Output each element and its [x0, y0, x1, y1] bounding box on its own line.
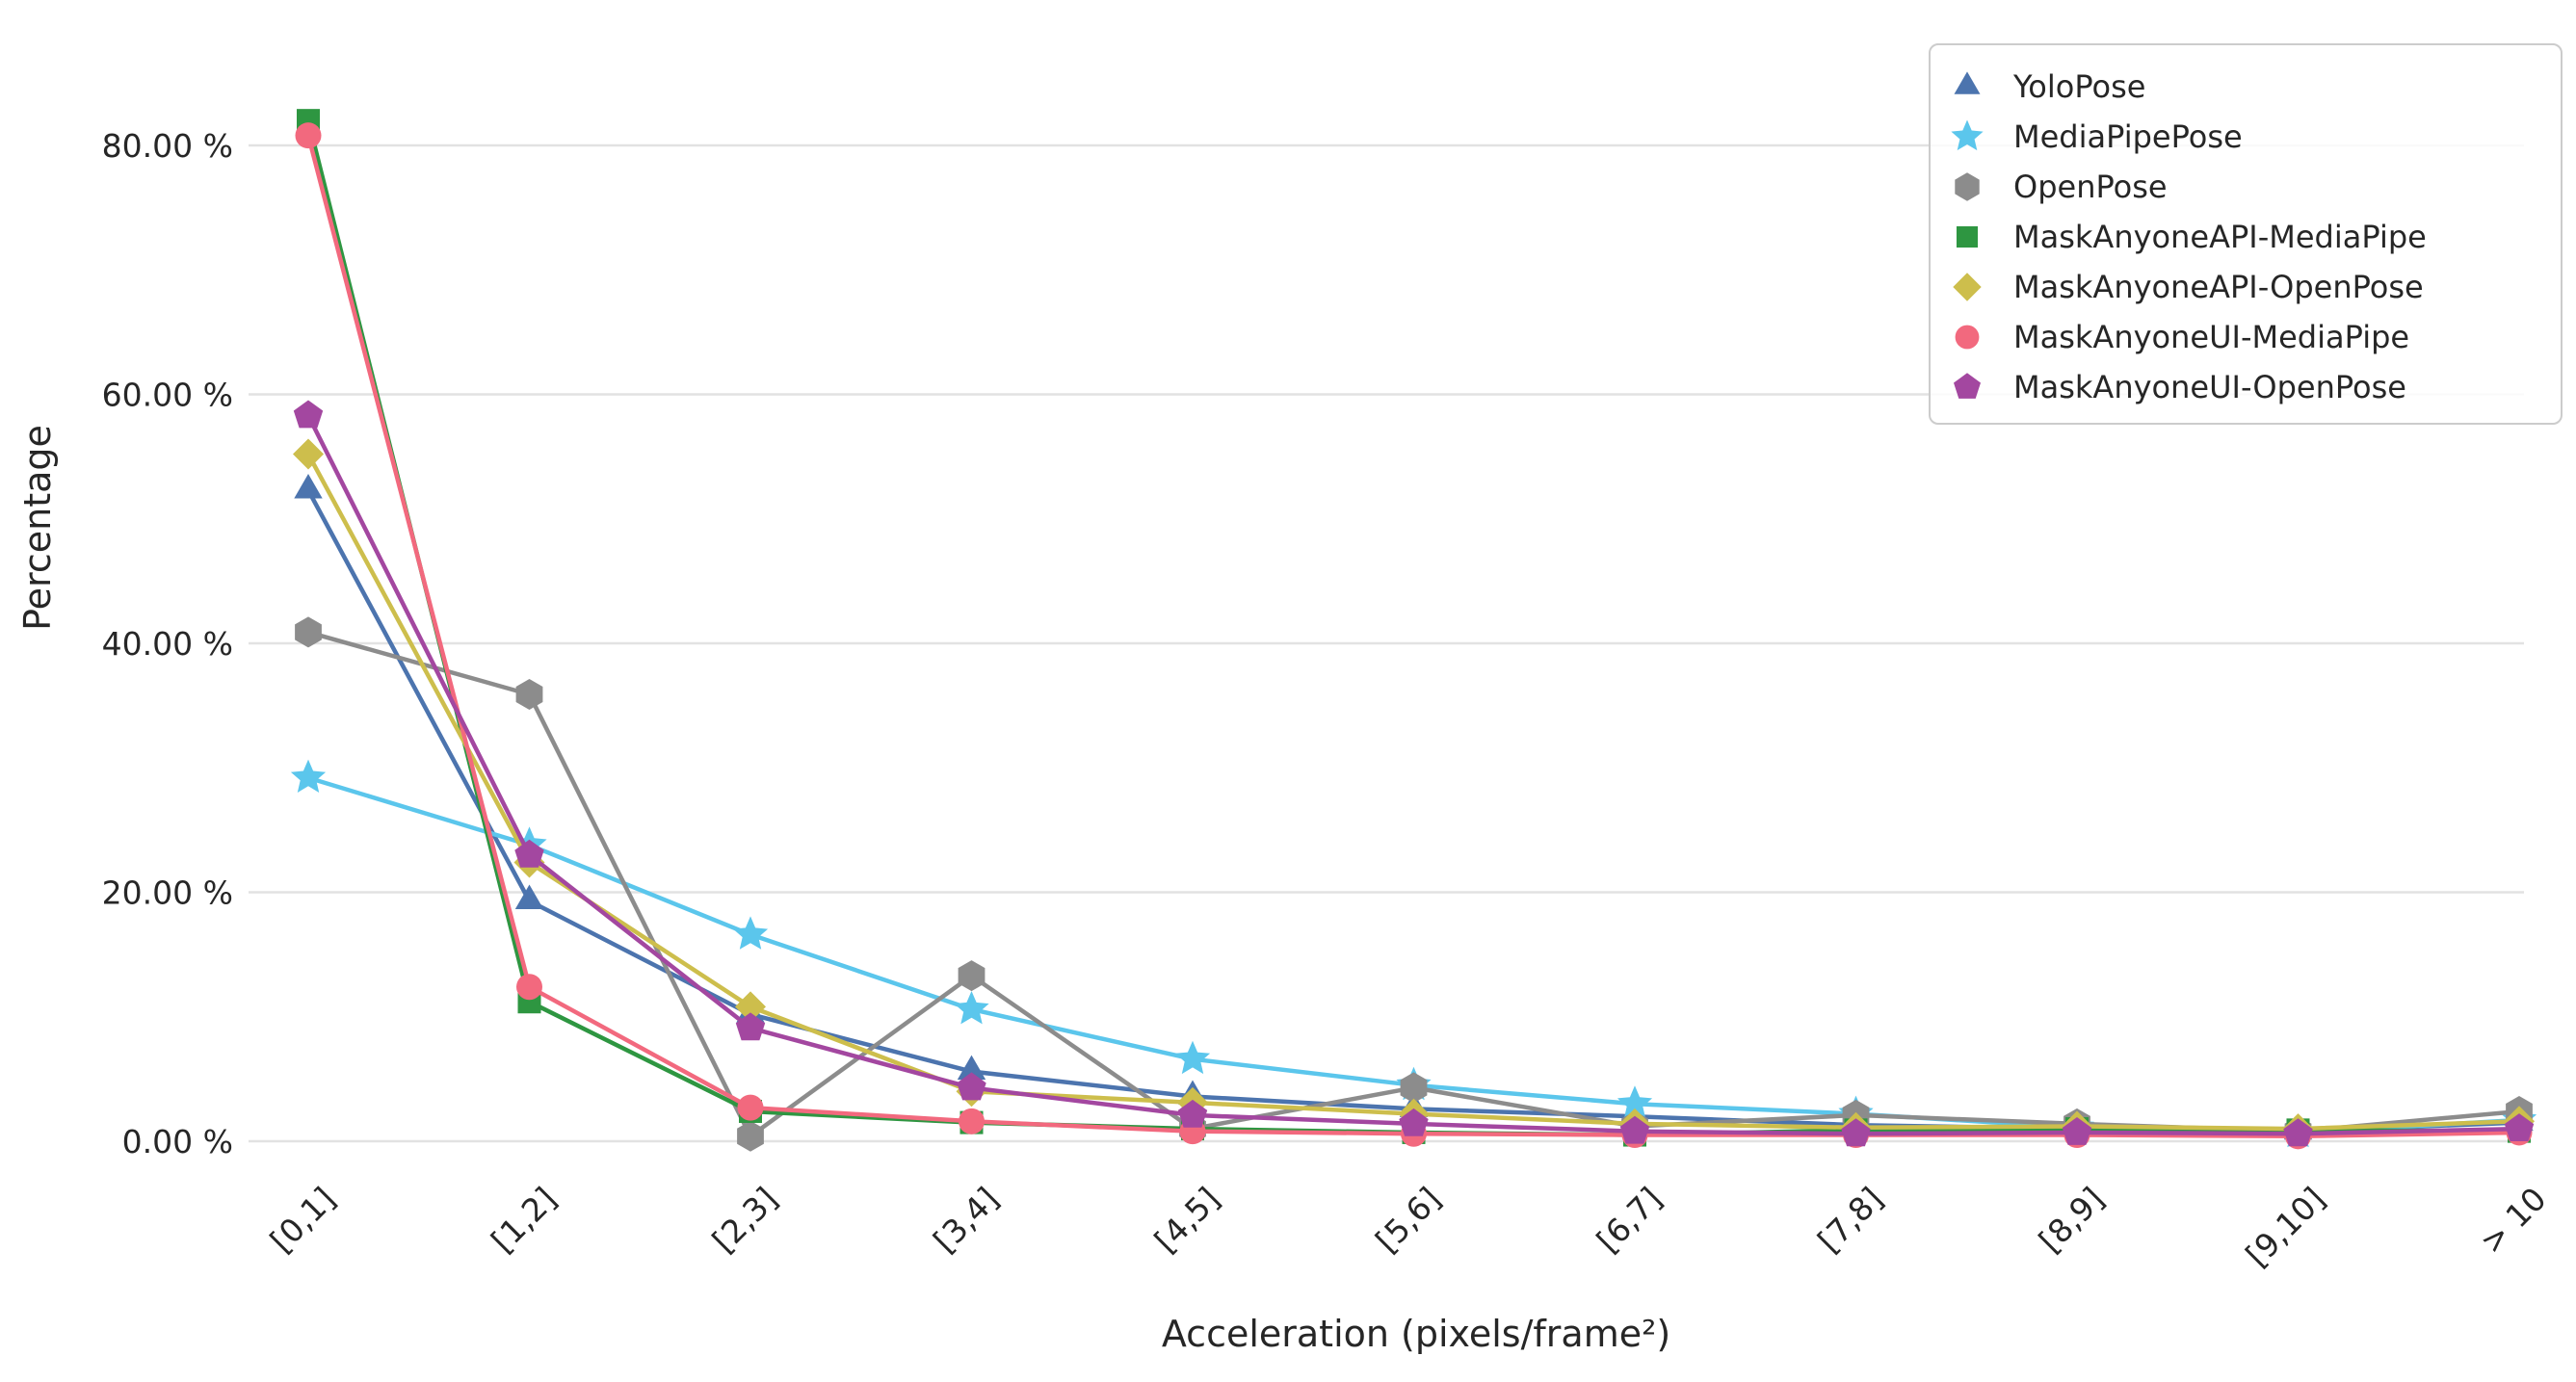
x-tick-label: > 10: [2472, 1180, 2553, 1261]
series-line: [305, 630, 2522, 1139]
circle-marker: [959, 1108, 985, 1134]
pentagon-marker: [1954, 373, 1981, 399]
triangle-marker: [1954, 71, 1981, 94]
triangle-marker: [514, 884, 544, 909]
triangle-marker: [957, 1055, 986, 1081]
pentagon-marker: [2062, 1117, 2092, 1145]
y-tick-label: 60.00 %: [102, 377, 233, 414]
diamond-marker: [293, 438, 324, 470]
hexagon-marker: [958, 960, 986, 992]
legend-label: MaskAnyoneUI-MediaPipe: [2013, 319, 2409, 355]
legend: YoloPose MediaPipePose OpenPose MaskAnyoneA…: [1929, 43, 2563, 425]
pentagon-marker: [1619, 1115, 1650, 1144]
legend-item-YoloPose: YoloPose: [1954, 68, 2145, 105]
pentagon-marker: [2504, 1113, 2535, 1141]
legend-item-MaskAnyoneAPI-OpenPose: MaskAnyoneAPI-OpenPose: [1953, 269, 2424, 305]
legend-label: MaskAnyoneAPI-MediaPipe: [2013, 219, 2427, 255]
circle-marker: [295, 122, 322, 149]
legend-item-MaskAnyoneAPI-MediaPipe: MaskAnyoneAPI-MediaPipe: [1956, 219, 2427, 255]
x-tick-label: [9,10]: [2238, 1180, 2332, 1274]
series-MaskAnyoneUI-OpenPose: [293, 400, 2535, 1147]
pentagon-marker: [2283, 1118, 2313, 1147]
star-marker: [1174, 1040, 1211, 1075]
triangle-marker: [294, 474, 323, 499]
pentagon-marker: [293, 400, 324, 429]
legend-label: YoloPose: [2012, 68, 2145, 105]
x-tick-label: [4,5]: [1147, 1180, 1227, 1260]
star-marker: [1617, 1085, 1653, 1119]
circle-marker: [1955, 325, 1980, 350]
star-marker: [1951, 119, 1984, 151]
x-tick-label: [8,9]: [2032, 1180, 2112, 1260]
hexagon-marker: [515, 679, 543, 710]
circle-marker: [516, 974, 542, 1001]
hexagon-marker: [1400, 1072, 1428, 1104]
hexagon-marker: [737, 1120, 764, 1152]
y-tick-label: 20.00 %: [102, 874, 233, 912]
series-line: [305, 487, 2522, 1134]
series-line: [305, 452, 2522, 1132]
star-marker: [290, 759, 327, 793]
hexagon-marker: [1955, 172, 1980, 201]
legend-label: MaskAnyoneUI-OpenPose: [2013, 369, 2406, 405]
pentagon-marker: [514, 839, 544, 868]
y-tick-label: 40.00 %: [102, 625, 233, 663]
legend-item-MediaPipePose: MediaPipePose: [1951, 118, 2243, 155]
x-tick-label: [6,7]: [1590, 1180, 1669, 1260]
series-MaskAnyoneAPI-OpenPose: [293, 438, 2535, 1145]
legend-box: [1929, 43, 2563, 425]
y-tick-label: 0.00 %: [122, 1123, 233, 1160]
square-marker: [1956, 225, 1979, 248]
x-tick-label: [0,1]: [263, 1180, 343, 1260]
legend-label: MaskAnyoneAPI-OpenPose: [2013, 269, 2424, 305]
pentagon-marker: [957, 1072, 986, 1101]
legend-item-MaskAnyoneUI-OpenPose: MaskAnyoneUI-OpenPose: [1954, 369, 2406, 405]
y-tick-label: 80.00 %: [102, 127, 233, 165]
legend-item-OpenPose: OpenPose: [1955, 169, 2168, 205]
diamond-marker: [1953, 273, 1982, 301]
x-tick-label: [3,4]: [926, 1180, 1006, 1260]
x-tick-label: [7,8]: [1810, 1180, 1890, 1260]
diamond-marker: [735, 991, 766, 1023]
series-line: [305, 413, 2522, 1136]
legend-label: OpenPose: [2013, 169, 2168, 205]
y-axis-title: Percentage: [16, 425, 59, 631]
x-axis-title: Acceleration (pixels/frame²): [1162, 1313, 1670, 1355]
star-marker: [732, 916, 769, 950]
pentagon-marker: [1177, 1099, 1208, 1128]
x-tick-label: [2,3]: [705, 1180, 785, 1260]
legend-label: MediaPipePose: [2013, 118, 2243, 155]
pentagon-marker: [1841, 1118, 1871, 1147]
circle-marker: [737, 1094, 764, 1121]
pentagon-marker: [1399, 1108, 1429, 1136]
star-marker: [954, 991, 989, 1025]
hexagon-marker: [295, 616, 322, 648]
pentagon-marker: [735, 1012, 766, 1041]
x-tick-label: [1,2]: [484, 1180, 564, 1260]
legend-item-MaskAnyoneUI-MediaPipe: MaskAnyoneUI-MediaPipe: [1955, 319, 2409, 355]
series-lines: [290, 109, 2537, 1152]
x-tick-label: [5,6]: [1368, 1180, 1448, 1260]
